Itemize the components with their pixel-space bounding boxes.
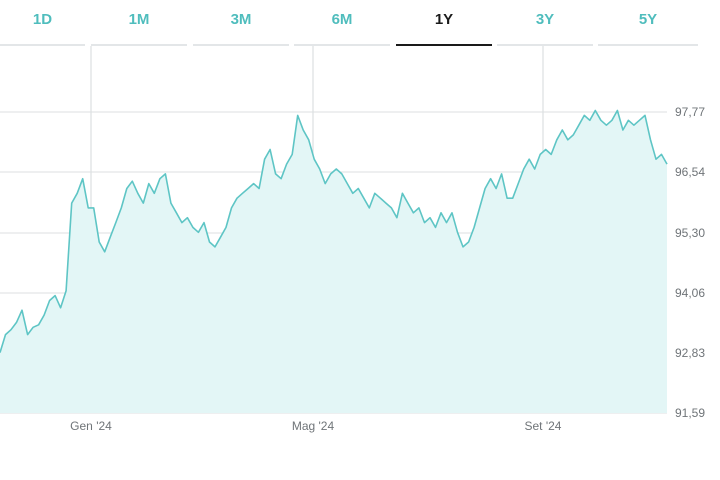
tab-3y[interactable]: 3Y <box>497 0 593 46</box>
price-chart[interactable]: 97,77 96,54 95,30 94,06 92,83 91,59 Gen '24 Ma… <box>0 46 720 440</box>
price-line <box>0 109 668 353</box>
x-tick-label: Mag '24 <box>292 419 335 433</box>
x-axis-labels: Gen '24 Mag '24 Set '24 <box>70 419 562 433</box>
y-tick-label: 95,30 <box>675 226 705 240</box>
y-tick-label: 96,54 <box>675 165 705 179</box>
y-tick-label: 91,59 <box>675 406 705 420</box>
y-tick-label: 97,77 <box>675 105 705 119</box>
tab-6m[interactable]: 6M <box>294 0 390 46</box>
y-tick-label: 92,83 <box>675 346 705 360</box>
price-area <box>0 110 667 413</box>
tab-5y[interactable]: 5Y <box>598 0 698 46</box>
x-tick-label: Gen '24 <box>70 419 112 433</box>
tab-1d[interactable]: 1D <box>0 0 85 46</box>
timeframe-tabs: 1D 1M 3M 6M 1Y 3Y 5Y <box>0 0 720 46</box>
tab-1y[interactable]: 1Y <box>396 0 492 46</box>
tab-1m[interactable]: 1M <box>91 0 187 46</box>
y-axis-labels: 97,77 96,54 95,30 94,06 92,83 91,59 <box>675 105 705 420</box>
tab-3m[interactable]: 3M <box>193 0 289 46</box>
y-tick-label: 94,06 <box>675 286 705 300</box>
x-tick-label: Set '24 <box>525 419 562 433</box>
